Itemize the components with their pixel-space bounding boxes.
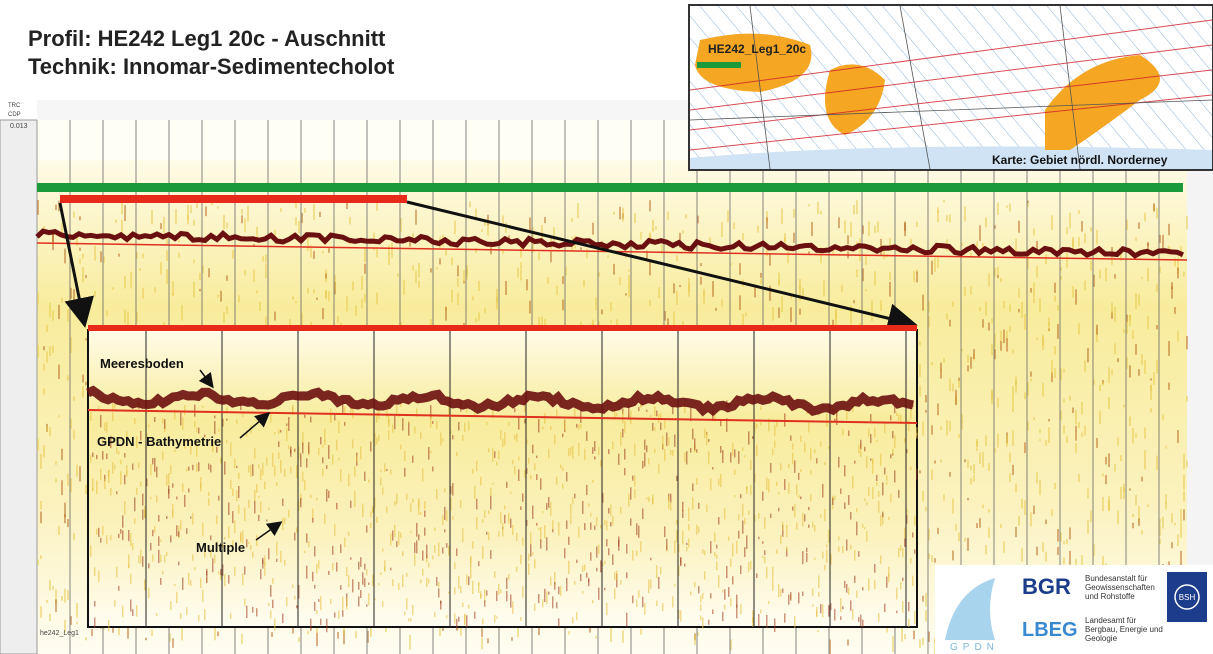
annotation: Multiple (196, 540, 245, 555)
bgr-logo: BGR (1022, 574, 1071, 599)
bgr-name: Bundesanstalt für Geowissenschaften und … (1085, 574, 1155, 601)
bsh-logo: BSH (1179, 593, 1196, 602)
map: HE242_Leg1_20c Karte: Gebiet nördl. Nord… (688, 4, 1213, 171)
map-caption: Karte: Gebiet nördl. Norderney (992, 153, 1168, 167)
seabed-reflector (35, 228, 1184, 259)
subtitle: Technik: Innomar-Sedimentecholot (28, 54, 395, 79)
inset (86, 325, 918, 633)
cdp-label: CDP (8, 112, 21, 118)
time-label: 0.013 (10, 123, 28, 130)
title: Profil: HE242 Leg1 20c - Auschnitt (28, 26, 386, 51)
trc-label: TRC (8, 103, 21, 109)
lbeg-logo: LBEG (1022, 619, 1078, 641)
logos: GPDN BGR Bundesanstalt für Geowissenscha… (935, 565, 1213, 654)
map-line-label: HE242_Leg1_20c (708, 42, 806, 56)
arrow (58, 202, 94, 328)
lbeg-name: Landesamt für Bergbau, Energie und Geolo… (1085, 616, 1163, 643)
green-bar (37, 183, 1183, 192)
footer-label: he242_Leg1 (40, 630, 79, 637)
gpdn-logo: GPDN (950, 642, 999, 653)
arrow (406, 200, 918, 333)
annotation: Meeresboden (100, 356, 184, 371)
annotation: GPDN - Bathymetrie (97, 434, 221, 449)
red-bar (60, 195, 407, 203)
